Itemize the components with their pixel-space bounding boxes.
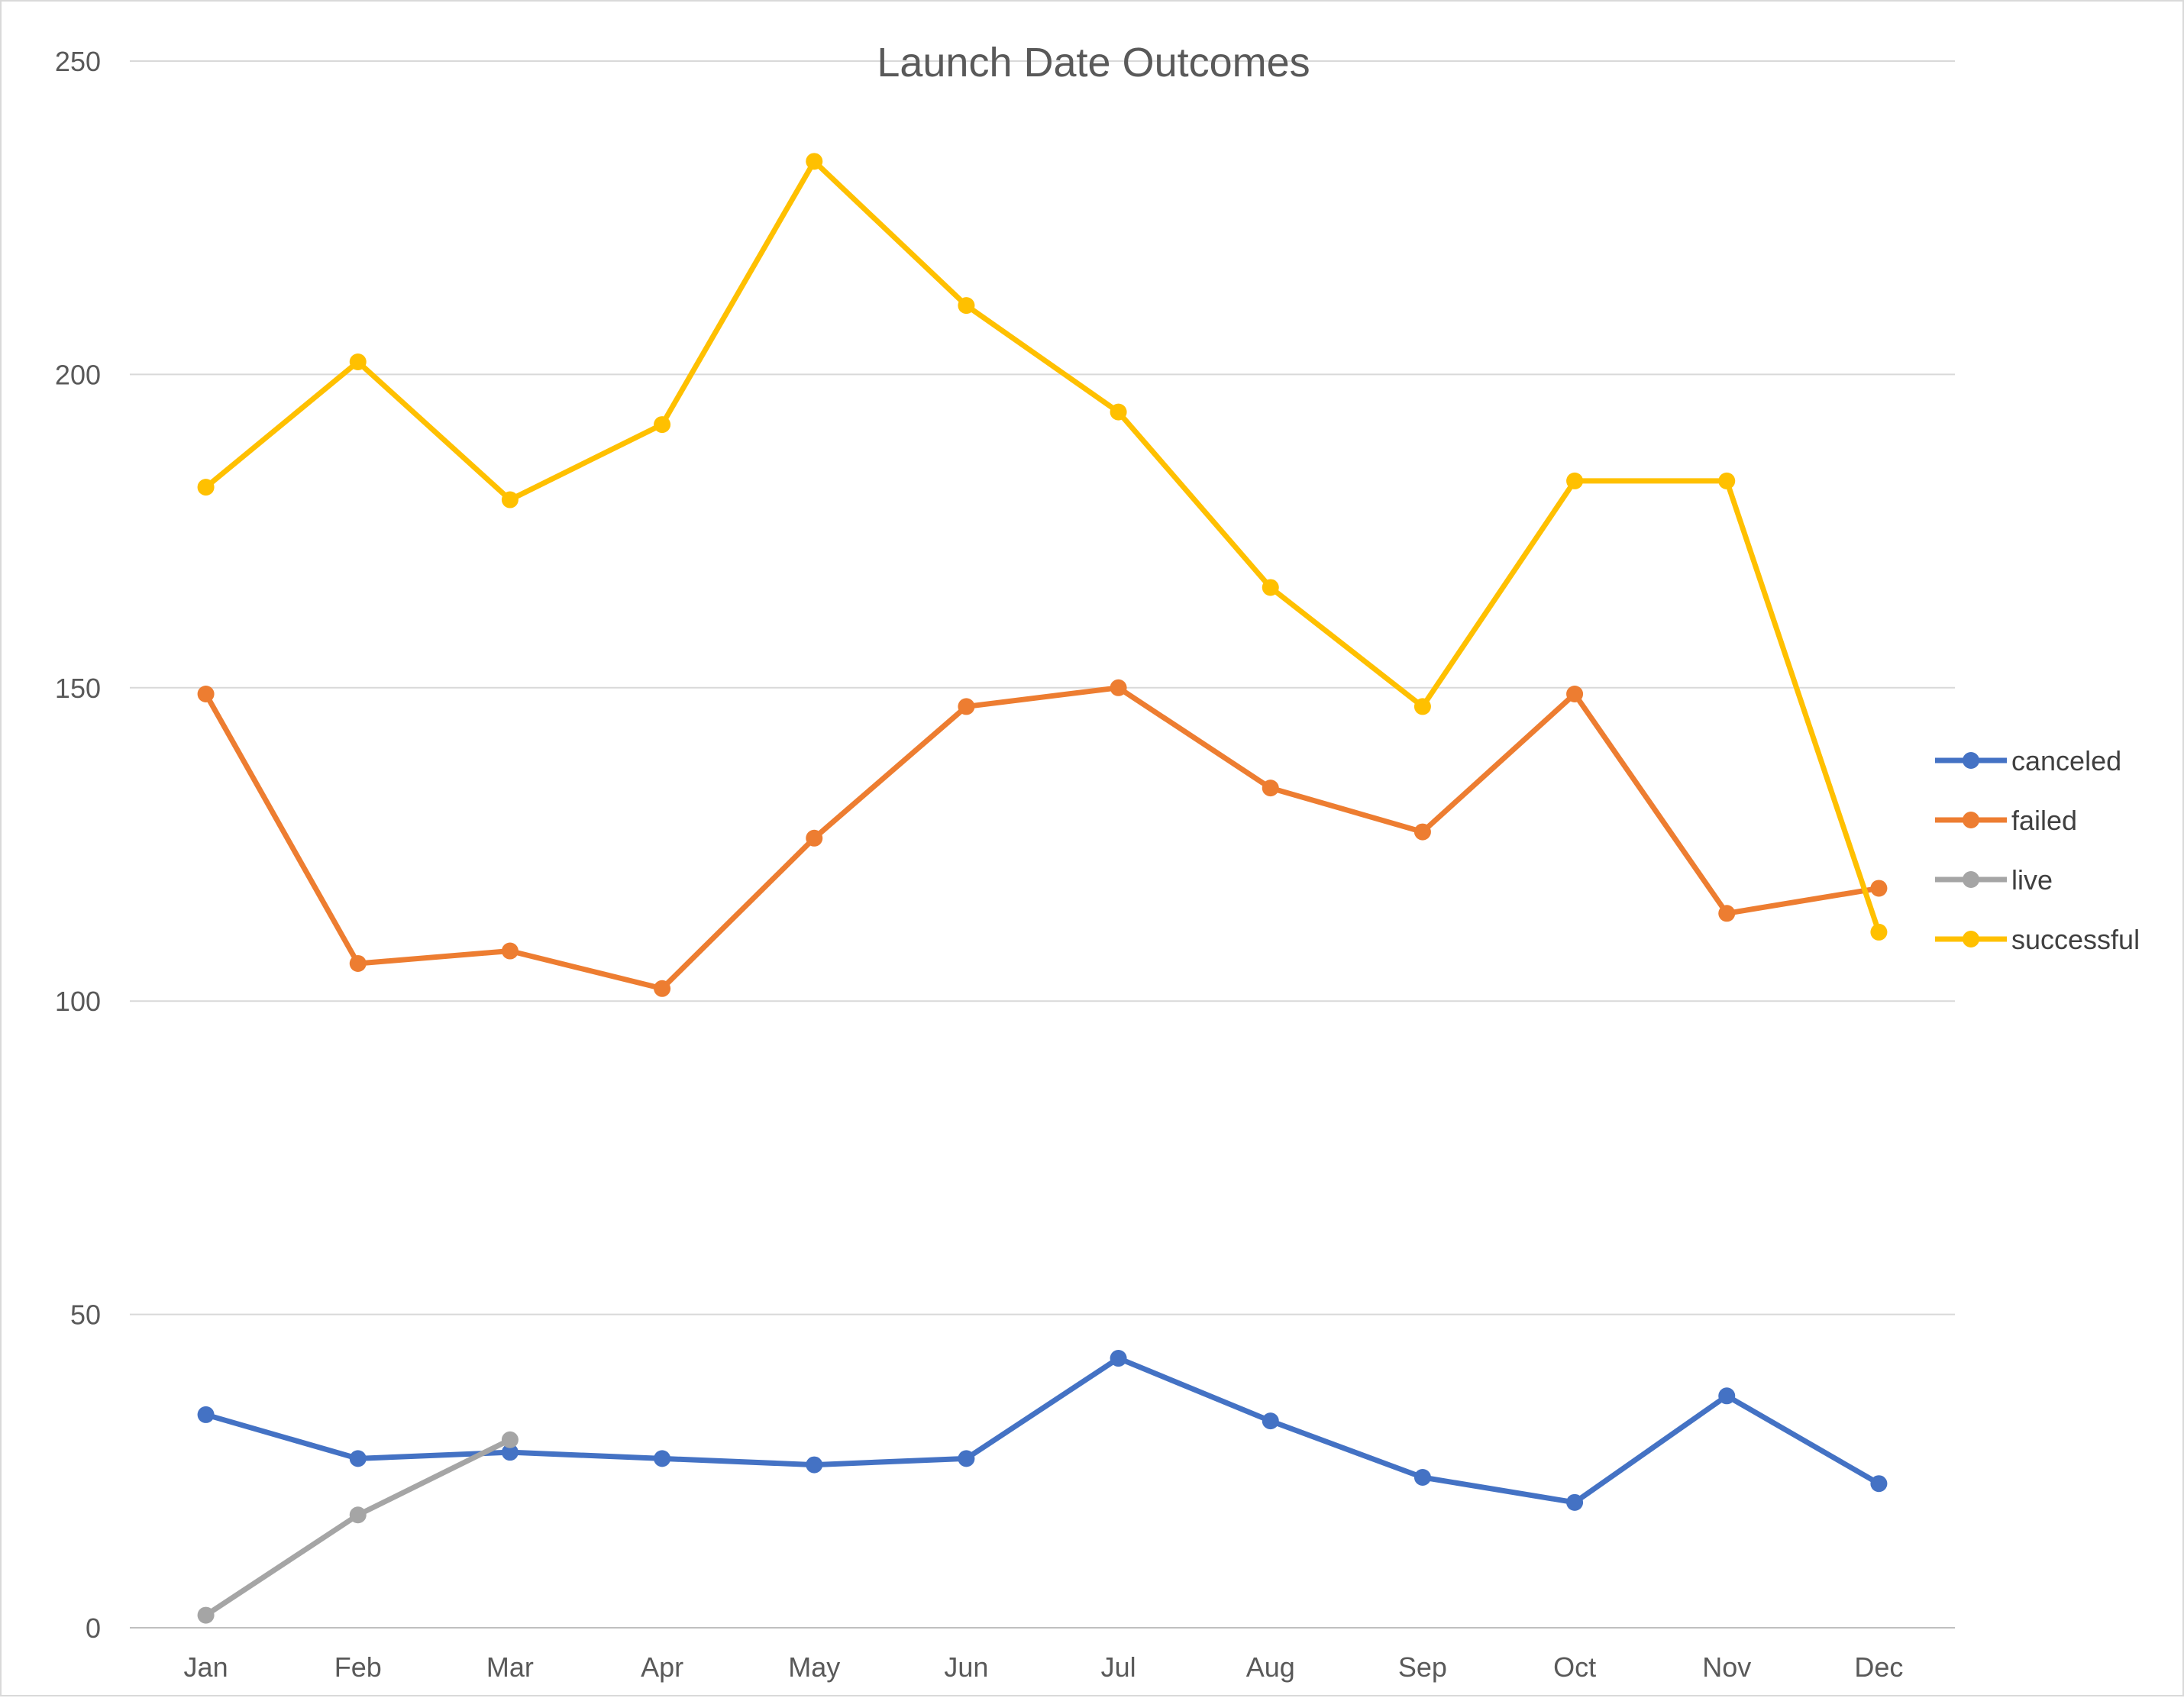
data-point-failed [958, 698, 975, 715]
data-point-failed [1262, 780, 1279, 797]
x-tick-label: Nov [1702, 1651, 1751, 1683]
series-canceled [197, 1350, 1888, 1511]
y-tick-label: 250 [55, 46, 101, 77]
data-point-failed [1110, 679, 1127, 696]
data-point-successful [1566, 472, 1584, 489]
data-point-live [501, 1431, 519, 1448]
legend-swatch-marker [1963, 871, 1979, 888]
legend-swatch-marker [1963, 931, 1979, 947]
x-axis-ticks: Jan Feb Mar Apr May Jun Jul Aug Sep Oct Nov Dec [184, 1651, 1904, 1683]
y-axis-ticks: 0 50 100 150 200 250 [55, 46, 101, 1644]
x-tick-label: Jan [184, 1651, 228, 1683]
data-point-live [197, 1606, 215, 1624]
legend-label: successful [2011, 924, 2140, 955]
legend-label: canceled [2011, 745, 2121, 776]
legend-item-live: live [1935, 864, 2053, 896]
data-point-canceled [1110, 1350, 1127, 1367]
x-tick-label: Aug [1246, 1651, 1295, 1683]
y-tick-label: 200 [55, 359, 101, 390]
x-tick-label: Feb [334, 1651, 382, 1683]
data-point-canceled [958, 1450, 975, 1467]
y-tick-label: 100 [55, 986, 101, 1017]
data-point-successful [1413, 698, 1431, 715]
data-point-canceled [1718, 1387, 1736, 1405]
legend: canceled failed live successful [1935, 745, 2140, 955]
data-point-canceled [197, 1406, 215, 1423]
series-successful [197, 153, 1888, 941]
data-point-failed [1566, 686, 1584, 703]
data-point-successful [1262, 579, 1279, 596]
data-point-canceled [654, 1450, 671, 1467]
data-point-failed [654, 980, 671, 997]
data-point-failed [197, 686, 215, 703]
data-point-failed [1870, 880, 1888, 897]
legend-swatch-marker [1963, 752, 1979, 769]
data-point-failed [806, 829, 823, 847]
data-point-canceled [1566, 1493, 1584, 1511]
y-tick-label: 50 [70, 1299, 101, 1331]
data-point-canceled [806, 1456, 823, 1474]
series-lines [197, 153, 1888, 1624]
data-point-canceled [501, 1444, 519, 1461]
legend-swatch-marker [1963, 812, 1979, 828]
data-point-failed [349, 954, 367, 972]
legend-item-successful: successful [1935, 924, 2140, 955]
chart-title: Launch Date Outcomes [877, 40, 1310, 86]
data-point-failed [501, 942, 519, 960]
data-point-successful [501, 491, 519, 508]
data-point-successful [654, 416, 671, 434]
data-point-successful [1110, 403, 1127, 421]
x-tick-label: Sep [1398, 1651, 1447, 1683]
x-tick-label: Jul [1101, 1651, 1136, 1683]
data-point-successful [806, 153, 823, 170]
data-point-successful [1718, 472, 1736, 489]
data-point-live [349, 1506, 367, 1524]
x-tick-label: May [788, 1651, 840, 1683]
x-tick-label: Oct [1553, 1651, 1596, 1683]
x-tick-label: Apr [641, 1651, 683, 1683]
legend-item-failed: failed [1935, 805, 2077, 836]
data-point-canceled [1262, 1412, 1279, 1430]
x-tick-label: Dec [1854, 1651, 1903, 1683]
data-point-successful [958, 297, 975, 315]
legend-label: failed [2011, 805, 2077, 836]
legend-label: live [2011, 864, 2053, 896]
data-point-canceled [1413, 1469, 1431, 1487]
x-tick-label: Mar [486, 1651, 534, 1683]
data-point-successful [349, 353, 367, 370]
data-point-canceled [349, 1450, 367, 1467]
data-point-successful [197, 479, 215, 496]
data-point-canceled [1870, 1475, 1888, 1493]
y-tick-label: 0 [86, 1612, 101, 1644]
series-failed [197, 679, 1888, 997]
gridlines [130, 60, 1955, 1629]
legend-item-canceled: canceled [1935, 745, 2121, 776]
series-line-failed [203, 685, 1882, 992]
series-live [197, 1431, 519, 1624]
data-point-failed [1413, 823, 1431, 841]
series-line-successful [203, 158, 1882, 935]
series-line-canceled [203, 1355, 1882, 1506]
data-point-failed [1718, 905, 1736, 922]
y-tick-label: 150 [55, 673, 101, 704]
x-tick-label: Jun [944, 1651, 988, 1683]
data-point-successful [1870, 923, 1888, 941]
